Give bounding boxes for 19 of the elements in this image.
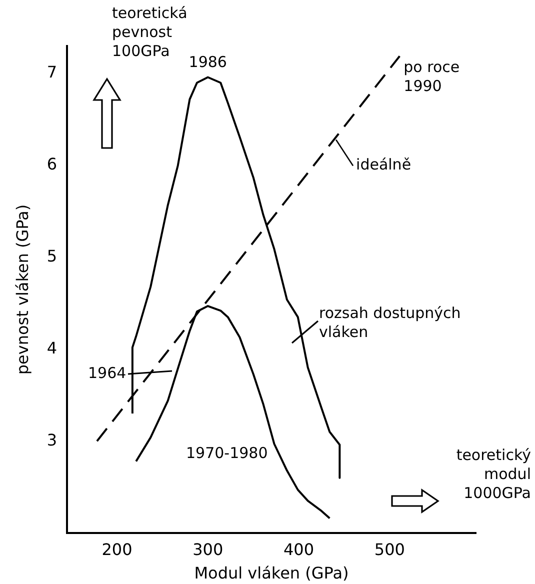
x-tick-label: 300 bbox=[192, 540, 224, 559]
x-tick-label: 500 bbox=[374, 540, 405, 559]
y-tick-label: 5 bbox=[46, 246, 57, 266]
x-axis-title: Modul vláken (GPa) bbox=[194, 564, 349, 583]
annotation: 1970-1980 bbox=[186, 444, 268, 463]
annotation: teoretická pevnost 100GPa bbox=[112, 4, 188, 61]
annotation: po roce 1990 bbox=[404, 58, 460, 95]
annotation: rozsah dostupných vláken bbox=[319, 304, 461, 342]
y-axis-title: pevnost vláken (GPa) bbox=[12, 204, 32, 375]
y-tick-label: 6 bbox=[46, 154, 57, 174]
y-tick-label: 7 bbox=[46, 62, 57, 82]
annotation: 1964 bbox=[88, 364, 126, 383]
x-tick-label: 400 bbox=[283, 540, 314, 559]
y-tick-label: 4 bbox=[46, 338, 57, 358]
annotation: ideálně bbox=[356, 156, 412, 174]
x-tick-label: 200 bbox=[102, 540, 132, 559]
annotation: teoretický modul 1000GPa bbox=[456, 446, 531, 503]
y-tick-label: 3 bbox=[46, 430, 57, 450]
annotation: 1986 bbox=[188, 53, 227, 72]
